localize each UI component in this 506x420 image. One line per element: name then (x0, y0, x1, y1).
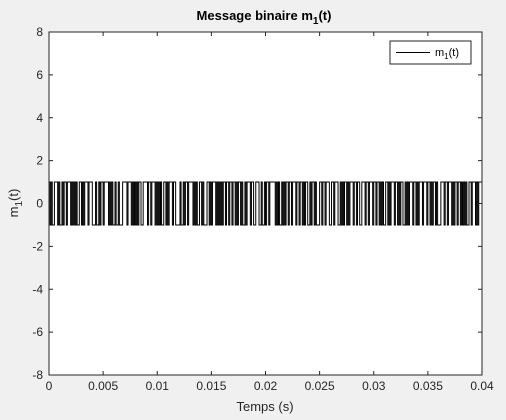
signal-series (49, 181, 482, 226)
y-tick-label: 4 (36, 111, 43, 125)
y-axis-ticks: -8 -6 -4 -2 0 2 4 6 8 (32, 25, 482, 382)
x-axis-label: Temps (s) (236, 399, 293, 414)
y-tick-label: -8 (32, 368, 43, 382)
chart-title: Message binaire m1(t) (197, 8, 332, 27)
y-axis-label-subscript: 1 (14, 201, 25, 207)
x-tick-label: 0.03 (362, 379, 386, 393)
legend-label: m1(t) (435, 47, 459, 61)
y-tick-label: -6 (32, 325, 43, 339)
x-tick-label: 0.02 (254, 379, 278, 393)
x-axis-ticks: 0 0.005 0.01 0.015 0.02 0.025 0.03 0.035 0.04 (46, 32, 494, 393)
legend: m1(t) (389, 40, 472, 65)
legend-label-subscript: 1 (444, 52, 449, 61)
y-tick-label: 8 (36, 25, 43, 39)
legend-box (389, 40, 472, 65)
y-tick-label: 6 (36, 68, 43, 82)
y-tick-label: 2 (36, 154, 43, 168)
x-tick-label: 0.025 (305, 379, 335, 393)
x-tick-label: 0.005 (88, 379, 118, 393)
chart-title-subscript: 1 (313, 16, 319, 27)
y-tick-label: 0 (36, 197, 43, 211)
x-tick-label: 0.04 (470, 379, 494, 393)
x-tick-label: 0.01 (146, 379, 170, 393)
plot-area (48, 31, 483, 376)
x-tick-label: 0 (46, 379, 53, 393)
series-line-m1 (49, 181, 482, 226)
x-tick-label: 0.015 (196, 379, 226, 393)
y-tick-label: -4 (32, 282, 43, 296)
x-tick-label: 0.035 (413, 379, 443, 393)
y-tick-label: -2 (32, 239, 43, 253)
y-axis-label: m1(t) (6, 189, 25, 218)
